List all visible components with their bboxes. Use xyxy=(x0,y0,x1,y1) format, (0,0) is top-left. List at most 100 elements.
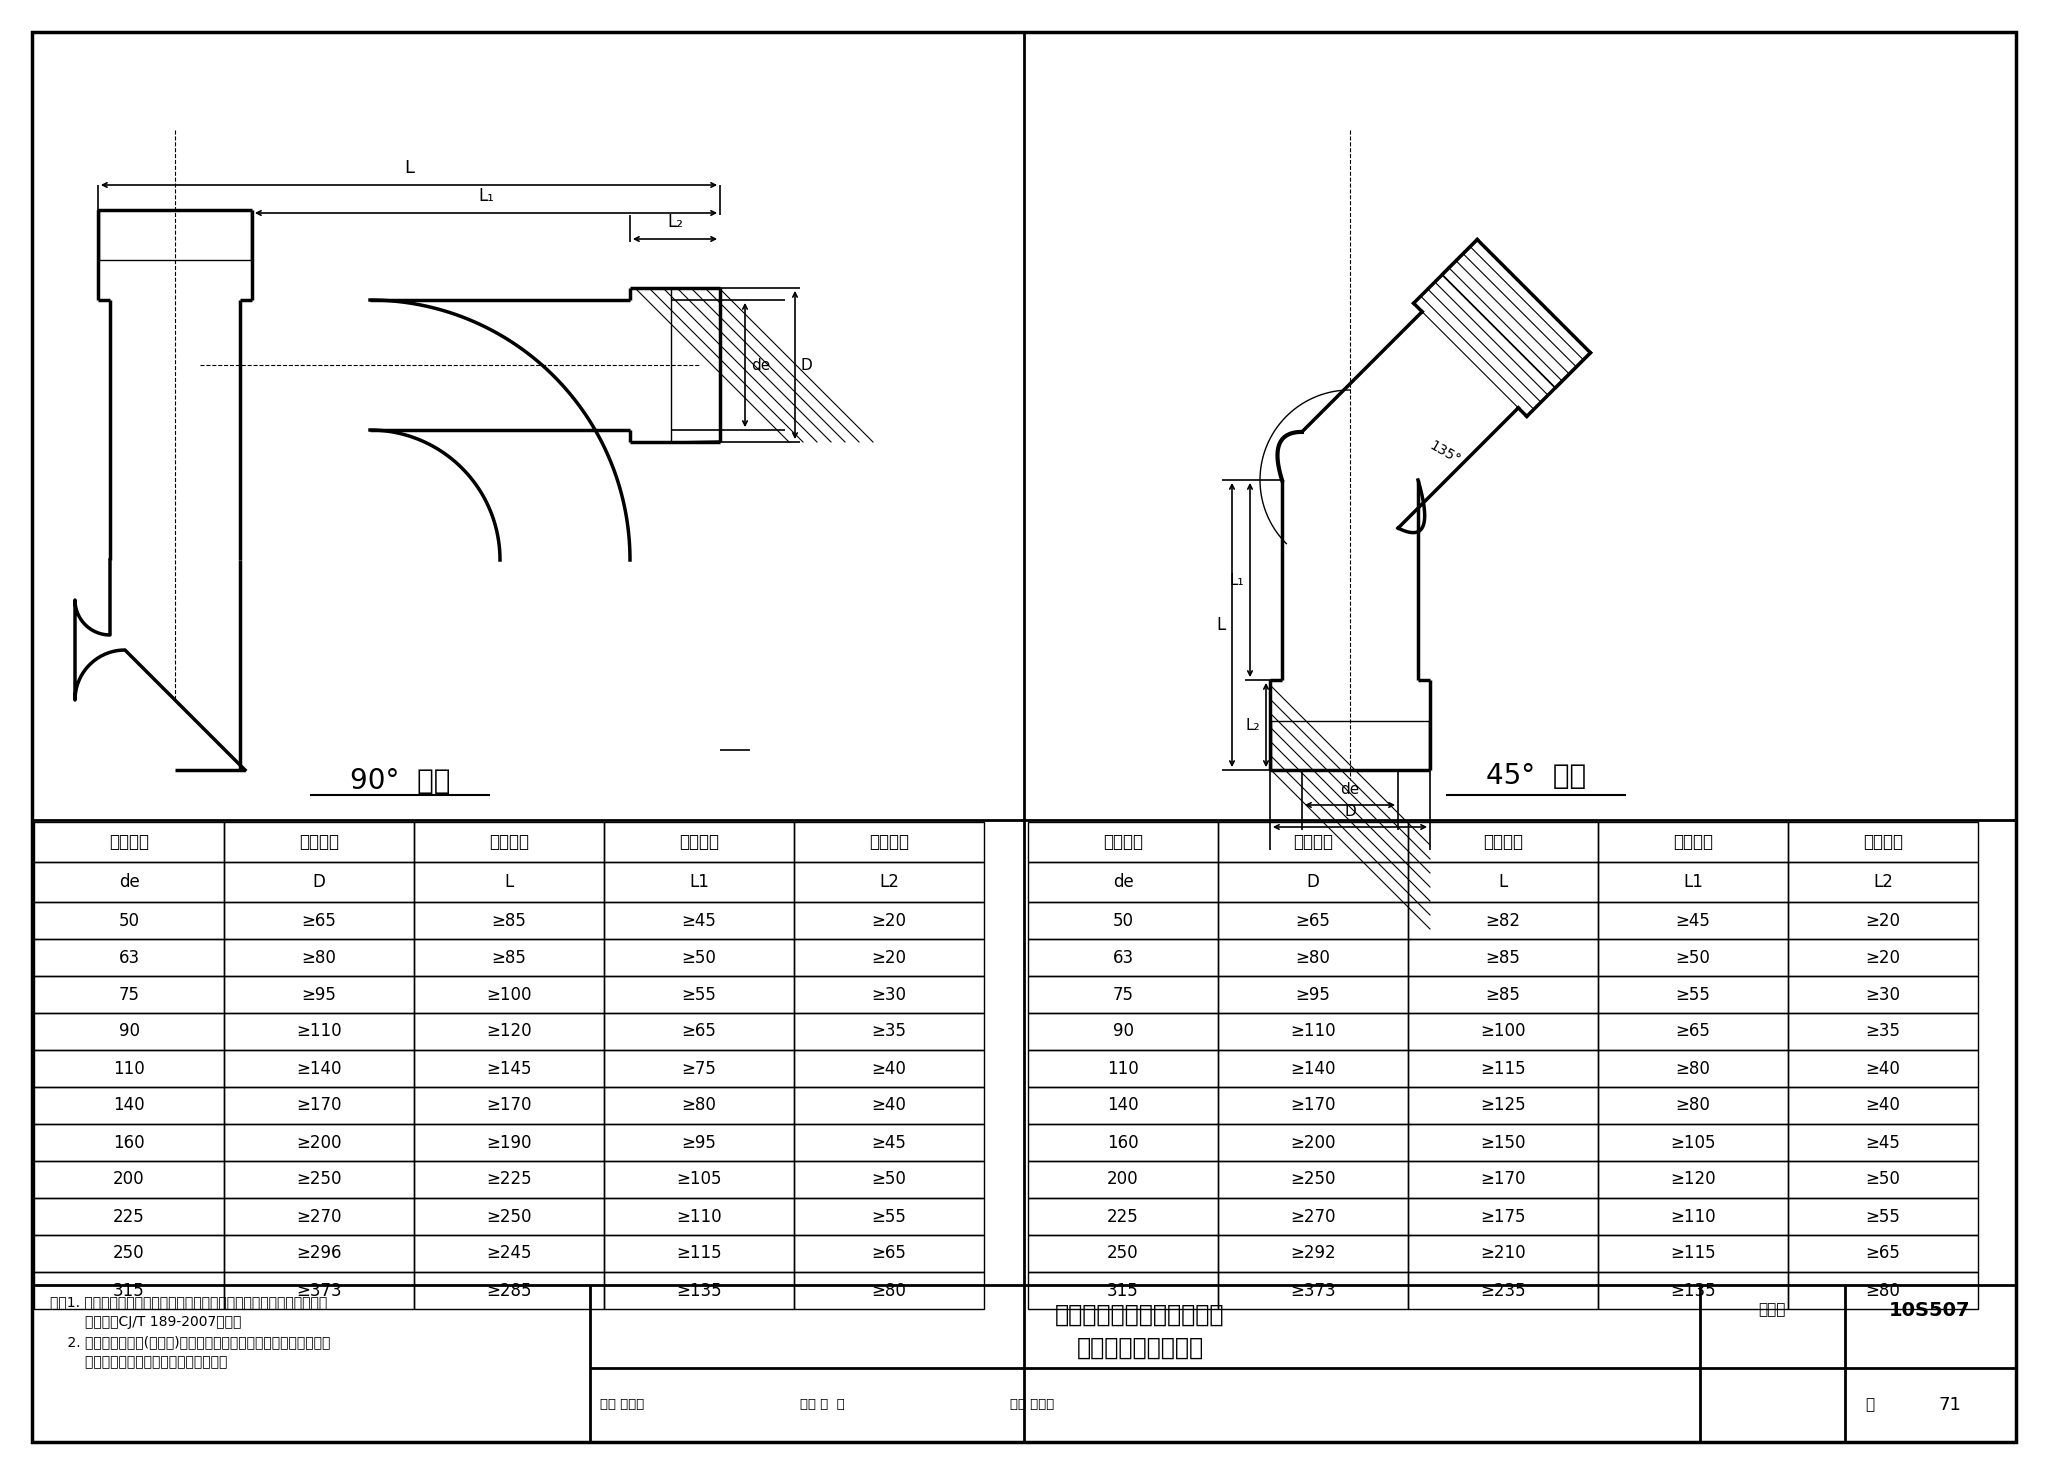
Bar xyxy=(414,822,604,862)
Bar xyxy=(414,1198,604,1235)
Text: ≥80: ≥80 xyxy=(1675,1060,1710,1077)
Bar xyxy=(1028,1125,1219,1162)
Bar xyxy=(604,1272,795,1309)
Text: ≥100: ≥100 xyxy=(1481,1023,1526,1041)
Bar xyxy=(223,1086,414,1125)
Text: ≥45: ≥45 xyxy=(682,911,717,930)
Text: ≥210: ≥210 xyxy=(1481,1244,1526,1263)
Text: ≥292: ≥292 xyxy=(1290,1244,1335,1263)
Text: 50: 50 xyxy=(119,911,139,930)
Bar xyxy=(1219,1162,1409,1198)
Text: ≥50: ≥50 xyxy=(1866,1170,1901,1188)
Text: ≥75: ≥75 xyxy=(682,1060,717,1077)
Text: ≥50: ≥50 xyxy=(1675,948,1710,967)
Text: ≥50: ≥50 xyxy=(872,1170,907,1188)
Bar xyxy=(1597,1162,1788,1198)
Text: ≥200: ≥200 xyxy=(1290,1134,1335,1151)
Text: ≥85: ≥85 xyxy=(1485,948,1520,967)
Text: ≥65: ≥65 xyxy=(872,1244,907,1263)
Text: 熔区长度: 熔区长度 xyxy=(1864,833,1903,850)
Text: ≥65: ≥65 xyxy=(1866,1244,1901,1263)
Bar xyxy=(604,1049,795,1086)
Bar xyxy=(1219,1125,1409,1162)
Text: 图集号: 图集号 xyxy=(1759,1303,1786,1318)
Text: ≥200: ≥200 xyxy=(297,1134,342,1151)
Text: 公称直径: 公称直径 xyxy=(1104,833,1143,850)
Text: ≥20: ≥20 xyxy=(872,911,907,930)
Bar xyxy=(1028,1272,1219,1309)
Bar xyxy=(795,1198,983,1235)
Text: ≥80: ≥80 xyxy=(301,948,336,967)
Text: ≥40: ≥40 xyxy=(872,1097,907,1114)
Bar xyxy=(414,902,604,939)
Text: ≥20: ≥20 xyxy=(1866,948,1901,967)
Bar xyxy=(1409,1125,1597,1162)
Text: 及管件》CJ/T 189-2007编制。: 及管件》CJ/T 189-2007编制。 xyxy=(49,1315,242,1330)
Bar xyxy=(1788,1162,1978,1198)
Text: ≥115: ≥115 xyxy=(1481,1060,1526,1077)
Text: L₁: L₁ xyxy=(1229,572,1243,588)
Text: 63: 63 xyxy=(1112,948,1133,967)
Bar xyxy=(223,1162,414,1198)
Text: ≥80: ≥80 xyxy=(1675,1097,1710,1114)
Bar xyxy=(35,862,223,902)
Bar xyxy=(795,902,983,939)
Text: ≥35: ≥35 xyxy=(1866,1023,1901,1041)
Bar xyxy=(1788,822,1978,862)
Text: 225: 225 xyxy=(1108,1207,1139,1225)
Text: ≥110: ≥110 xyxy=(676,1207,721,1225)
Bar xyxy=(1788,1013,1978,1049)
Text: de: de xyxy=(752,358,770,373)
Text: ≥95: ≥95 xyxy=(301,986,336,1004)
Text: ≥135: ≥135 xyxy=(1671,1281,1716,1300)
Text: ≥170: ≥170 xyxy=(1481,1170,1526,1188)
Text: 160: 160 xyxy=(113,1134,145,1151)
Bar xyxy=(604,1198,795,1235)
Bar xyxy=(604,1235,795,1272)
Bar xyxy=(1409,1162,1597,1198)
Bar xyxy=(223,1235,414,1272)
Bar xyxy=(1597,976,1788,1013)
Text: ≥285: ≥285 xyxy=(485,1281,532,1300)
Bar xyxy=(604,1086,795,1125)
Text: 管件外径: 管件外径 xyxy=(299,833,340,850)
Bar xyxy=(604,902,795,939)
Text: ≥115: ≥115 xyxy=(676,1244,721,1263)
Bar xyxy=(604,976,795,1013)
Text: ≥296: ≥296 xyxy=(297,1244,342,1263)
Text: 225: 225 xyxy=(113,1207,145,1225)
Text: 45°  弯头: 45° 弯头 xyxy=(1487,762,1585,790)
Text: ≥170: ≥170 xyxy=(485,1097,532,1114)
Bar xyxy=(1597,1198,1788,1235)
Bar xyxy=(35,939,223,976)
Text: ≥100: ≥100 xyxy=(485,986,532,1004)
Text: 公称直径: 公称直径 xyxy=(109,833,150,850)
Text: ≥45: ≥45 xyxy=(1675,911,1710,930)
Text: ≥80: ≥80 xyxy=(682,1097,717,1114)
Text: 管件长度: 管件长度 xyxy=(1483,833,1524,850)
Text: ≥250: ≥250 xyxy=(297,1170,342,1188)
Bar xyxy=(1219,1198,1409,1235)
Bar xyxy=(1219,1049,1409,1086)
Bar xyxy=(795,1235,983,1272)
Text: ≥55: ≥55 xyxy=(872,1207,907,1225)
Text: 审核 曲甲图: 审核 曲甲图 xyxy=(600,1399,645,1412)
Bar xyxy=(1597,902,1788,939)
Text: 钢丝网骨架塑料（聚乙烯）: 钢丝网骨架塑料（聚乙烯） xyxy=(1055,1303,1225,1327)
Text: 200: 200 xyxy=(1108,1170,1139,1188)
Text: L₂: L₂ xyxy=(668,214,682,231)
Bar xyxy=(1597,1235,1788,1272)
Text: ≥40: ≥40 xyxy=(1866,1060,1901,1077)
Bar xyxy=(1028,939,1219,976)
Text: 校对 黄  波: 校对 黄 波 xyxy=(801,1399,844,1412)
Text: ≥65: ≥65 xyxy=(1675,1023,1710,1041)
Bar xyxy=(1597,1125,1788,1162)
Text: ≥190: ≥190 xyxy=(485,1134,532,1151)
Text: 限公司；广东联塑科技实业有限公司。: 限公司；广东联塑科技实业有限公司。 xyxy=(49,1355,227,1369)
Text: L1: L1 xyxy=(1683,873,1704,890)
Text: ≥55: ≥55 xyxy=(1866,1207,1901,1225)
Text: 75: 75 xyxy=(119,986,139,1004)
Text: ≥170: ≥170 xyxy=(297,1097,342,1114)
Bar xyxy=(1788,902,1978,939)
Text: ≥105: ≥105 xyxy=(676,1170,721,1188)
